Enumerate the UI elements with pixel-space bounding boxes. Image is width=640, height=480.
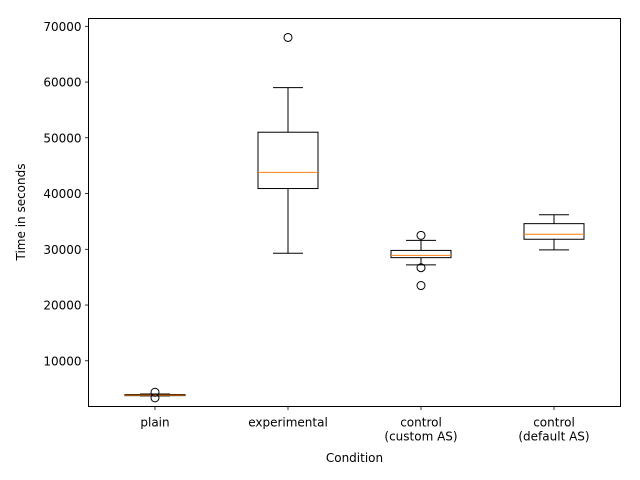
plot-frame [88,18,621,407]
box-group [124,387,186,403]
outlier-point [283,32,293,42]
box-group [523,214,585,251]
y-axis: 10000 20000 30000 40000 50000 60000 70000 [43,20,89,368]
x-tick-label: (custom AS) [384,430,457,444]
y-tick-label: 10000 [43,354,81,368]
y-tick-label: 60000 [43,76,81,90]
x-tick-label: (default AS) [518,430,589,444]
outlier-point [150,387,160,397]
box-rect [523,223,585,240]
x-axis-title: Condition [326,451,383,465]
y-tick-label: 70000 [43,20,81,34]
y-tick-label: 30000 [43,243,81,257]
x-axis: plain experimental control(custom AS)contr… [140,406,590,444]
x-tick-label: control [400,416,442,430]
y-axis-title: Time in seconds [14,164,28,262]
box-rect [257,131,319,190]
x-tick-label: experimental [248,416,328,430]
box-group [390,230,452,291]
y-tick-label: 40000 [43,187,81,201]
plot-content [124,32,585,403]
outlier-point [416,281,426,291]
y-tick-label: 50000 [43,131,81,145]
outlier-point [150,393,160,403]
x-tick-label: control [533,416,575,430]
outlier-point [416,230,426,240]
y-tick-label: 20000 [43,299,81,313]
x-tick-label: plain [140,416,169,430]
outlier-point [416,263,426,273]
box-group [257,32,319,254]
box-rect [390,249,452,259]
